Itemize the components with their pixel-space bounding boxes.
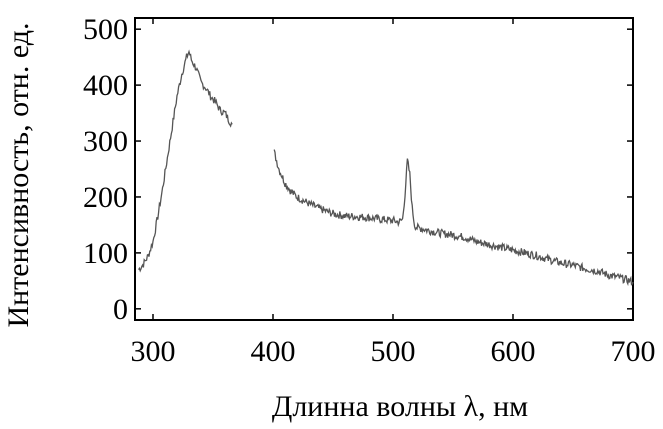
x-tick-label: 300 xyxy=(131,335,176,368)
y-tick-label: 0 xyxy=(113,293,128,326)
y-tick-label: 400 xyxy=(83,69,128,102)
spectrum-series-1 xyxy=(138,49,233,273)
x-tick-label: 400 xyxy=(251,335,296,368)
x-tick-label: 600 xyxy=(491,335,536,368)
y-axis-label: Интенсивность, отн. ед. xyxy=(2,22,35,327)
y-tick-label: 100 xyxy=(83,237,128,270)
y-axis-ticks: 0 100 200 300 400 500 xyxy=(83,13,633,326)
series-layer xyxy=(138,49,634,287)
y-tick-label: 500 xyxy=(83,13,128,46)
x-axis-ticks: 300 400 500 600 700 xyxy=(131,18,656,368)
x-axis-label: Длинна волны λ, нм xyxy=(272,390,528,423)
y-tick-label: 200 xyxy=(83,181,128,214)
spectrum-series-2 xyxy=(273,149,634,287)
x-tick-label: 500 xyxy=(371,335,416,368)
plot-frame xyxy=(134,17,634,321)
x-tick-label: 700 xyxy=(611,335,656,368)
y-tick-label: 300 xyxy=(83,125,128,158)
